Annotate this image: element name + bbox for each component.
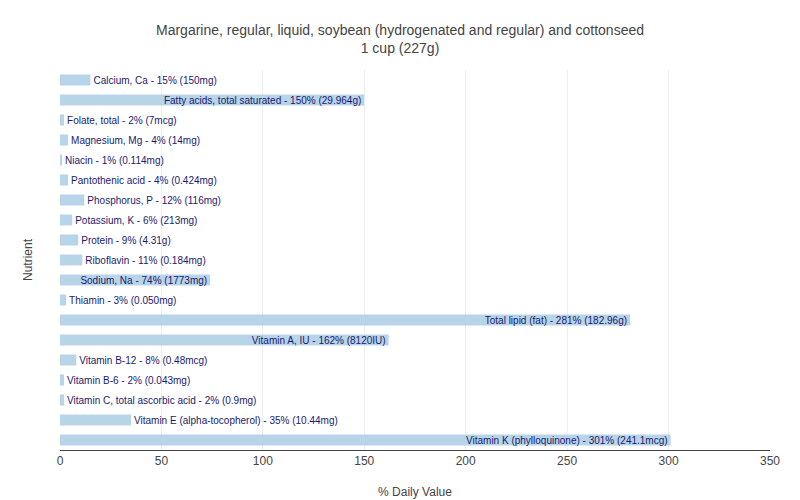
svg-text:Vitamin E (alpha-tocopherol) -: Vitamin E (alpha-tocopherol) - 35% (10.4…	[134, 415, 338, 426]
svg-text:Potassium, K - 6% (213mg): Potassium, K - 6% (213mg)	[75, 215, 197, 226]
svg-text:Vitamin B-12 - 8% (0.48mcg): Vitamin B-12 - 8% (0.48mcg)	[79, 355, 207, 366]
svg-text:Nutrient: Nutrient	[21, 238, 35, 281]
svg-text:Riboflavin - 11% (0.184mg): Riboflavin - 11% (0.184mg)	[85, 255, 205, 266]
svg-text:Thiamin - 3% (0.050mg): Thiamin - 3% (0.050mg)	[69, 295, 176, 306]
svg-text:Fatty acids, total saturated -: Fatty acids, total saturated - 150% (29.…	[164, 95, 361, 106]
svg-text:350: 350	[760, 454, 780, 468]
svg-text:Phosphorus, P - 12% (116mg): Phosphorus, P - 12% (116mg)	[87, 195, 221, 206]
svg-text:Vitamin A, IU - 162% (8120IU): Vitamin A, IU - 162% (8120IU)	[252, 335, 386, 346]
svg-text:0: 0	[57, 454, 64, 468]
svg-text:150: 150	[354, 454, 374, 468]
svg-text:100: 100	[253, 454, 273, 468]
svg-text:Vitamin B-6 - 2% (0.043mg): Vitamin B-6 - 2% (0.043mg)	[67, 375, 190, 386]
svg-text:250: 250	[557, 454, 577, 468]
svg-text:Protein - 9% (4.31g): Protein - 9% (4.31g)	[81, 235, 171, 246]
svg-text:300: 300	[659, 454, 679, 468]
svg-text:Niacin - 1% (0.114mg): Niacin - 1% (0.114mg)	[65, 155, 164, 166]
svg-text:Calcium, Ca - 15% (150mg): Calcium, Ca - 15% (150mg)	[93, 75, 216, 86]
svg-text:Vitamin C, total ascorbic acid: Vitamin C, total ascorbic acid - 2% (0.9…	[67, 395, 256, 406]
svg-text:Total lipid (fat) - 281% (182.: Total lipid (fat) - 281% (182.96g)	[485, 315, 627, 326]
svg-text:Vitamin K (phylloquinone) - 30: Vitamin K (phylloquinone) - 301% (241.1m…	[466, 435, 668, 446]
svg-text:Pantothenic acid - 4% (0.424mg: Pantothenic acid - 4% (0.424mg)	[71, 175, 217, 186]
svg-text:Magnesium, Mg - 4% (14mg): Magnesium, Mg - 4% (14mg)	[71, 135, 200, 146]
svg-text:Margarine, regular, liquid, so: Margarine, regular, liquid, soybean (hyd…	[156, 22, 644, 56]
svg-text:% Daily Value: % Daily Value	[378, 485, 452, 499]
svg-text:50: 50	[155, 454, 169, 468]
svg-text:Sodium, Na - 74% (1773mg): Sodium, Na - 74% (1773mg)	[80, 275, 207, 286]
svg-text:200: 200	[456, 454, 476, 468]
svg-text:Folate, total - 2% (7mcg): Folate, total - 2% (7mcg)	[67, 115, 176, 126]
